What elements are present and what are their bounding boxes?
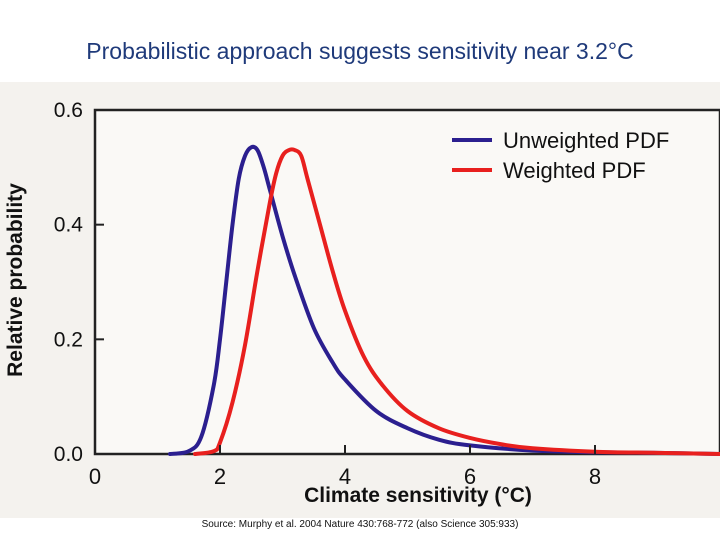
x-tick-label: 2 [214,464,226,489]
series-line-unweighted [168,144,720,456]
y-axis-label: Relative probability [4,183,27,377]
x-tick-label: 8 [589,464,601,489]
axes-frame [93,108,720,456]
pdf-chart: 0 2 4 6 8 0.0 0.2 0.4 0.6 Unweighted PDF Weighted… [4,99,720,507]
x-tick-label: 6 [464,464,476,489]
series-layer [168,144,720,456]
series-line-weighted [193,147,720,456]
legend-label: Weighted PDF [503,158,646,183]
x-tick-label: 0 [89,464,101,489]
source-citation: Source: Murphy et al. 2004 Nature 430:76… [201,519,519,530]
plot-area [93,108,720,456]
chart-figure: 0 2 4 6 8 0.0 0.2 0.4 0.6 Unweighted PDF Weighted… [0,82,720,518]
y-tick-label: 0.6 [54,99,83,122]
legend: Unweighted PDF Weighted PDF [452,128,669,183]
y-tick-label: 0.2 [54,328,83,351]
tick-layer: 0 2 4 6 8 0.0 0.2 0.4 0.6 [54,99,601,489]
slide-title: Probabilistic approach suggests sensitiv… [86,38,634,64]
legend-label: Unweighted PDF [503,128,669,153]
y-tick-label: 0.0 [54,443,83,466]
y-tick-label: 0.4 [54,214,84,237]
x-tick-label: 4 [339,464,351,489]
x-axis-label: Climate sensitivity (°C) [304,484,532,507]
